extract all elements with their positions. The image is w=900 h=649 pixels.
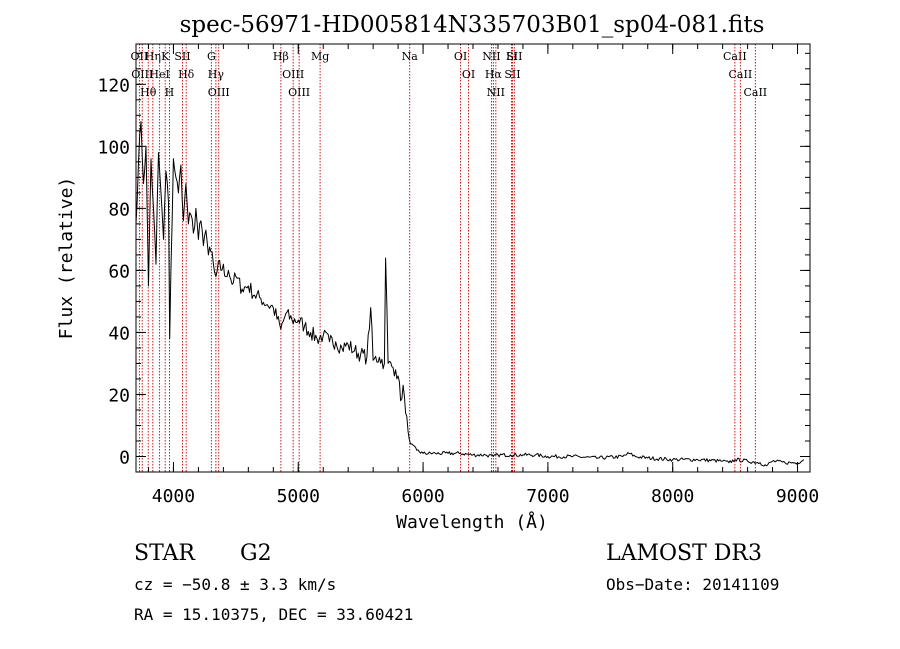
- spectrum-line: [135, 121, 805, 467]
- x-tick-label: 4000: [152, 486, 195, 507]
- obs-date: Obs−Date: 20141109: [606, 575, 779, 594]
- line-marker-label-2: Hθ: [140, 86, 157, 99]
- line-marker-label-21: NII: [487, 86, 505, 99]
- line-marker-label-7: SII: [174, 50, 190, 63]
- line-marker-label-4: HeI: [149, 68, 169, 81]
- x-tick-label: 9000: [776, 486, 819, 507]
- x-tick-label: 8000: [651, 486, 694, 507]
- line-marker-label-22: Li: [506, 50, 517, 63]
- x-tick-label: 7000: [526, 486, 569, 507]
- line-marker-label-15: Mg: [311, 50, 329, 63]
- chart-title: spec-56971-HD005814N335703B01_sp04-081.f…: [180, 12, 765, 38]
- line-markers: OII OIII Hθ Hη HeI K H SII Hδ G Hγ OIII Hβ OIII OIII Mg…: [131, 44, 767, 472]
- object-type: STAR: [134, 541, 196, 566]
- coordinates: RA = 15.10375, DEC = 33.60421: [134, 605, 413, 624]
- y-tick-label: 40: [108, 323, 130, 344]
- line-marker-label-5: K: [161, 50, 170, 63]
- line-marker-label-19: NII: [482, 50, 500, 63]
- x-tick-label: 5000: [277, 486, 320, 507]
- line-marker-label-14: OIII: [288, 86, 310, 99]
- line-marker-label-26: CaII: [729, 68, 753, 81]
- x-axis-label: Wavelength (Å): [396, 511, 548, 533]
- line-marker-label-23: SII: [504, 68, 520, 81]
- y-tick-label: 0: [119, 447, 130, 468]
- plot-frame: [135, 43, 811, 473]
- line-marker-label-27: CaII: [743, 86, 767, 99]
- line-marker-label-8: Hδ: [178, 68, 195, 81]
- x-tick-label: 6000: [401, 486, 444, 507]
- line-marker-label-11: OIII: [208, 86, 230, 99]
- axis-ticks: 4000 5000 6000 7000 8000 9000 0 20 40 60 80 100 120: [97, 44, 819, 507]
- line-marker-label-17: OI: [454, 50, 467, 63]
- redshift-info: cz = −50.8 ± 3.3 km/s: [134, 575, 336, 594]
- line-marker-label-0: OII: [131, 50, 149, 63]
- line-marker-label-9: G: [207, 50, 216, 63]
- y-tick-label: 60: [108, 261, 130, 282]
- line-marker-label-10: Hγ: [208, 68, 225, 81]
- survey-name: LAMOST DR3: [606, 541, 762, 566]
- y-tick-label: 100: [97, 137, 130, 158]
- y-tick-label: 20: [108, 385, 130, 406]
- y-tick-label: 80: [108, 199, 130, 220]
- y-tick-label: 120: [97, 75, 130, 96]
- line-marker-label-12: Hβ: [273, 50, 289, 63]
- object-subclass: G2: [240, 541, 272, 566]
- line-marker-label-24: SII: [506, 50, 522, 63]
- line-marker-label-25: CaII: [723, 50, 747, 63]
- line-marker-label-16: Na: [402, 50, 419, 63]
- line-marker-label-3: Hη: [145, 50, 161, 63]
- line-marker-label-1: OIII: [131, 68, 153, 81]
- y-axis-label: Flux (relative): [56, 177, 77, 340]
- line-marker-label-6: H: [165, 86, 175, 99]
- line-marker-label-20: Hα: [485, 68, 503, 81]
- line-marker-label-13: OIII: [282, 68, 304, 81]
- line-marker-label-18: OI: [462, 68, 475, 81]
